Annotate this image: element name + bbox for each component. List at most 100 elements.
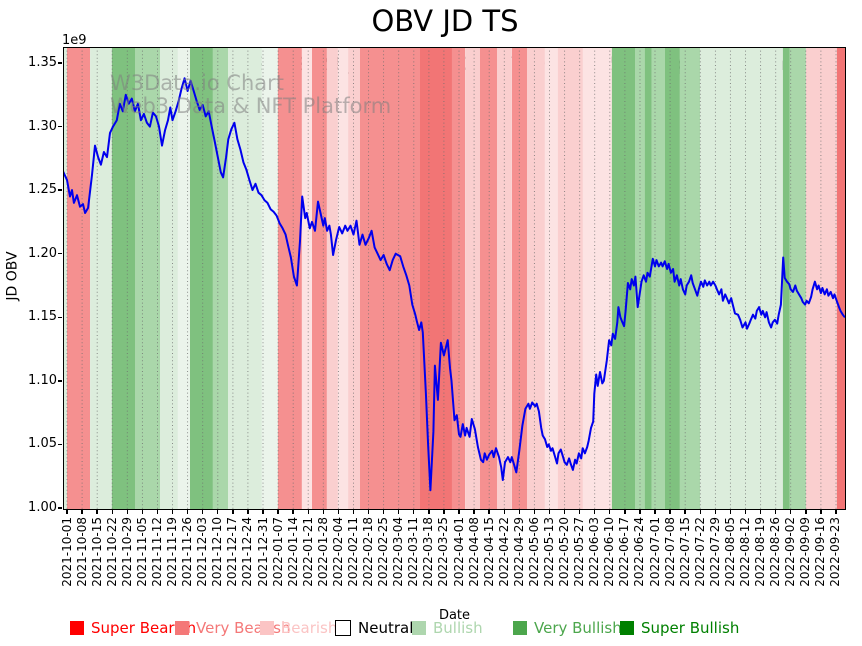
x-tick-mark bbox=[654, 510, 656, 514]
x-tick-label: 2022-03-11 bbox=[406, 517, 421, 587]
x-tick-mark bbox=[156, 510, 159, 514]
legend-item-super-bearish: Super Bearish bbox=[70, 619, 196, 637]
x-tick-mark bbox=[473, 510, 475, 514]
x-tick-label: 2022-07-22 bbox=[692, 517, 707, 587]
x-tick-label: 2022-01-07 bbox=[270, 517, 285, 587]
x-tick-mark bbox=[624, 510, 626, 514]
sentiment-band bbox=[178, 47, 191, 510]
y-tick-label: 1.30 bbox=[28, 118, 57, 134]
x-tick-label: 2021-12-24 bbox=[240, 517, 255, 587]
x-tick-mark bbox=[81, 510, 83, 514]
x-tick-label: 2022-06-03 bbox=[587, 517, 602, 587]
x-tick-mark bbox=[684, 510, 686, 514]
x-tick-mark bbox=[202, 510, 204, 514]
x-tick-mark bbox=[458, 510, 460, 514]
obv-line-chart bbox=[63, 47, 846, 510]
legend-item-super-bullish: Super Bullish bbox=[620, 619, 739, 637]
y-tick-mark bbox=[58, 507, 62, 509]
sentiment-band bbox=[348, 47, 360, 510]
x-tick-label: 2022-05-13 bbox=[541, 517, 556, 587]
sentiment-band bbox=[360, 47, 420, 510]
x-tick-mark bbox=[292, 510, 294, 514]
legend-swatch-icon bbox=[412, 621, 426, 635]
sentiment-band bbox=[67, 47, 91, 510]
x-tick-label: 2022-06-10 bbox=[602, 517, 617, 587]
sentiment-band bbox=[789, 47, 806, 510]
x-tick-label: 2021-11-12 bbox=[149, 517, 164, 587]
sentiment-band bbox=[527, 47, 545, 510]
x-tick-mark bbox=[744, 510, 747, 514]
legend-swatch-icon bbox=[620, 621, 634, 635]
sentiment-band bbox=[557, 47, 583, 510]
x-axis-title: Date bbox=[438, 608, 471, 623]
legend-label: Very Bullish bbox=[534, 619, 622, 637]
sentiment-band bbox=[190, 47, 213, 510]
y-tick-mark bbox=[58, 253, 62, 255]
sentiment-band bbox=[583, 47, 612, 510]
x-tick-label: 2022-02-11 bbox=[345, 517, 360, 587]
y-tick-label: 1.05 bbox=[28, 436, 57, 452]
x-tick-label: 2022-03-04 bbox=[391, 517, 406, 587]
x-tick-mark bbox=[488, 510, 490, 514]
x-tick-mark bbox=[699, 510, 701, 514]
sentiment-band bbox=[512, 47, 528, 510]
legend-label: Bullish bbox=[433, 619, 483, 637]
x-tick-mark bbox=[428, 510, 430, 514]
x-tick-label: 2021-10-08 bbox=[74, 517, 89, 587]
legend-swatch-icon bbox=[70, 621, 84, 635]
x-tick-label: 2022-08-05 bbox=[722, 517, 737, 587]
x-tick-label: 2022-05-20 bbox=[557, 517, 572, 587]
x-tick-label: 2022-09-09 bbox=[798, 517, 813, 587]
x-tick-label: 2022-06-24 bbox=[632, 517, 647, 587]
legend-swatch-icon bbox=[260, 621, 274, 635]
x-tick-label: 2021-12-03 bbox=[195, 517, 210, 587]
y-tick-mark bbox=[58, 443, 62, 446]
x-tick-mark bbox=[714, 510, 717, 514]
x-tick-mark bbox=[503, 510, 505, 514]
x-tick-label: 2021-11-26 bbox=[180, 517, 195, 587]
legend: Super Bearish Very Bearish Bearish Neutral B… bbox=[0, 619, 862, 643]
x-tick-mark bbox=[247, 510, 249, 514]
x-tick-mark bbox=[413, 510, 415, 514]
x-tick-label: 2022-01-28 bbox=[315, 517, 330, 587]
sentiment-band bbox=[806, 47, 837, 510]
x-tick-mark bbox=[337, 510, 340, 514]
y-tick-label: 1.35 bbox=[28, 55, 57, 70]
x-tick-mark bbox=[594, 510, 596, 514]
x-tick-mark bbox=[759, 510, 762, 514]
x-tick-label: 2022-07-29 bbox=[707, 517, 722, 587]
x-tick-mark bbox=[805, 510, 807, 514]
legend-swatch-icon bbox=[513, 621, 527, 635]
sentiment-band bbox=[700, 47, 783, 510]
x-tick-label: 2022-08-12 bbox=[738, 517, 752, 587]
x-tick-mark bbox=[322, 510, 325, 514]
x-tick-mark bbox=[171, 510, 174, 514]
x-tick-mark bbox=[126, 510, 128, 514]
obv-line-series bbox=[63, 77, 846, 492]
x-tick-mark bbox=[217, 510, 219, 514]
sentiment-band bbox=[611, 47, 635, 510]
y-tick-mark bbox=[58, 380, 62, 382]
x-tick-mark bbox=[352, 510, 355, 514]
x-tick-mark bbox=[729, 510, 732, 514]
x-tick-mark bbox=[518, 510, 521, 514]
x-tick-mark bbox=[66, 510, 68, 514]
x-tick-mark bbox=[367, 510, 370, 514]
x-tick-mark bbox=[141, 510, 144, 514]
x-tick-mark bbox=[277, 510, 279, 514]
y-tick-mark bbox=[58, 125, 62, 128]
x-tick-label: 2022-09-02 bbox=[783, 517, 798, 587]
sentiment-band bbox=[111, 47, 135, 510]
sentiment-band bbox=[545, 47, 558, 510]
x-tick-mark bbox=[186, 510, 189, 514]
sentiment-band bbox=[160, 47, 178, 510]
sentiment-band bbox=[326, 47, 338, 510]
x-tick-label: 2021-11-05 bbox=[134, 517, 149, 587]
x-tick-label: 2022-03-18 bbox=[421, 517, 436, 587]
sentiment-band bbox=[635, 47, 645, 510]
x-tick-label: 2022-06-17 bbox=[617, 517, 632, 587]
y-tick-label: 1.10 bbox=[28, 372, 57, 388]
watermark-line2: Web3 Data & NFT Platform bbox=[110, 94, 392, 118]
y-tick-label: 1.25 bbox=[28, 182, 57, 198]
x-tick-label: 2021-10-29 bbox=[119, 517, 134, 587]
